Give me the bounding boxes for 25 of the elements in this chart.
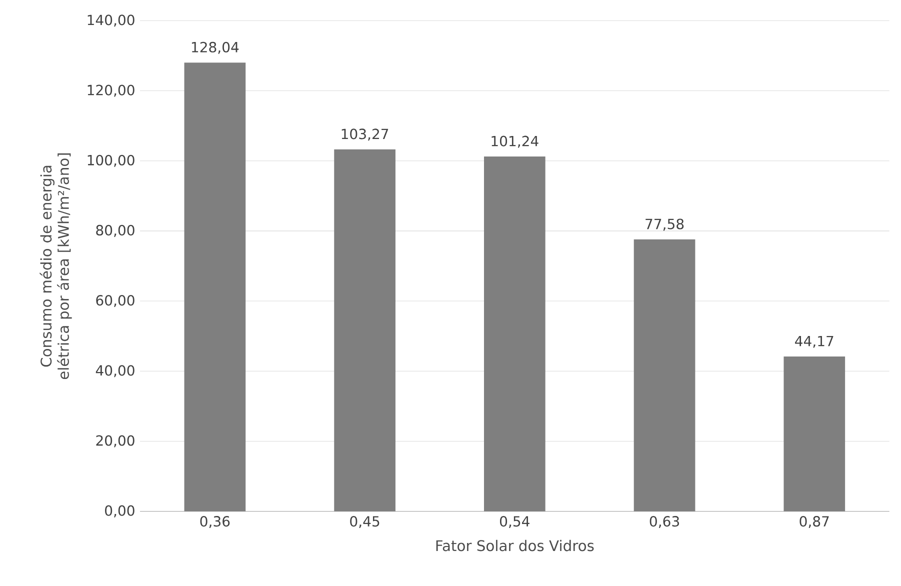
bar bbox=[784, 356, 846, 512]
y-tick-label: 80,00 bbox=[96, 224, 134, 237]
data-label: 101,24 bbox=[492, 136, 538, 148]
y-axis-title: Consumo médio de energia elétrica por área [kWh/m²/ano] bbox=[40, 153, 72, 380]
x-tick-label: 0,63 bbox=[650, 516, 679, 528]
y-tick-label: 100,00 bbox=[88, 154, 134, 167]
y-tick-label: 120,00 bbox=[88, 84, 134, 97]
bar bbox=[484, 156, 546, 512]
bar bbox=[634, 239, 696, 512]
data-label: 103,27 bbox=[342, 128, 388, 141]
x-tick-label: 0,54 bbox=[500, 516, 530, 528]
bar bbox=[184, 62, 246, 512]
x-tick-label: 0,87 bbox=[800, 516, 829, 528]
data-label: 128,04 bbox=[192, 42, 239, 54]
bar bbox=[334, 149, 396, 512]
y-tick-label: 60,00 bbox=[96, 295, 134, 308]
data-label: 44,17 bbox=[795, 336, 834, 348]
data-label: 77,58 bbox=[646, 218, 684, 231]
x-axis-title: Fator Solar dos Vidros bbox=[436, 540, 594, 552]
y-tick-label: 0,00 bbox=[105, 505, 134, 518]
y-tick-label: 140,00 bbox=[88, 14, 134, 27]
x-tick-label: 0,45 bbox=[350, 516, 380, 528]
y-tick-label: 40,00 bbox=[96, 365, 134, 378]
x-tick-label: 0,36 bbox=[200, 516, 230, 528]
y-tick-label: 20,00 bbox=[96, 435, 134, 448]
